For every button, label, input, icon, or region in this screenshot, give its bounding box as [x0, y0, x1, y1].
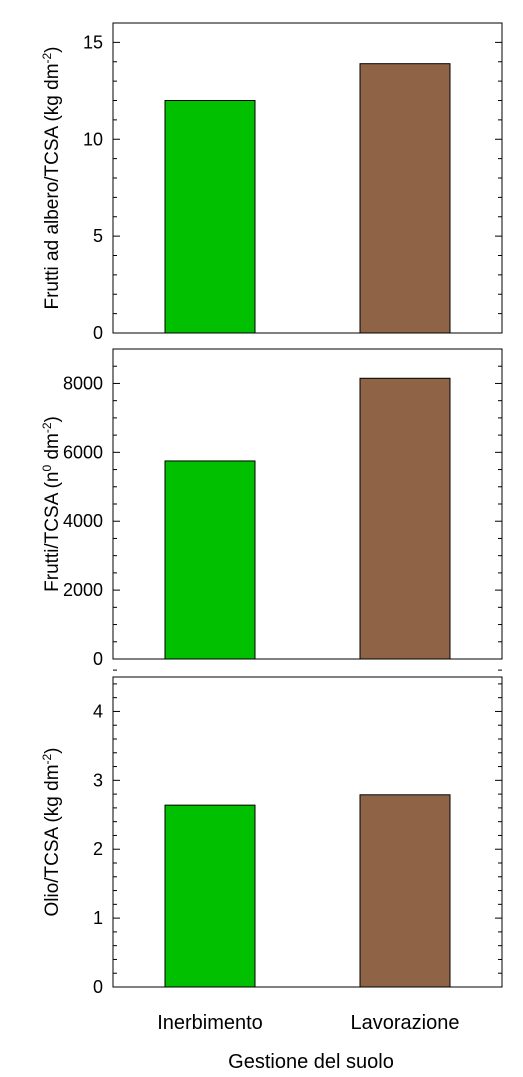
bar-inerbimento	[164, 460, 256, 660]
y-tick-label: 1	[93, 908, 103, 928]
y-tick-label: 0	[93, 977, 103, 997]
x-axis-title: Gestione del suolo	[228, 1051, 394, 1073]
y-tick-label: 0	[93, 323, 103, 343]
bar-lavorazione	[359, 794, 451, 988]
category-label-1: Lavorazione	[351, 1012, 460, 1034]
chart-panel-1: 0 2000 4000 6000 8000 Frutti/TCSA (n0 dm-2)	[40, 348, 503, 669]
y-tick-label: 3	[93, 770, 103, 790]
bar-inerbimento	[164, 100, 256, 334]
chart-panel-0: 0 5 10 15 Frutti ad albero/TCSA (kg dm-2)	[40, 22, 503, 343]
y-tick-label: 2000	[63, 580, 103, 600]
chart-panel-2: 0 1 2 3 4 Olio/TCSA (kg dm-2)	[40, 669, 503, 997]
y-axis-title: Olio/TCSA (kg dm-2)	[40, 747, 63, 916]
bar-lavorazione	[359, 377, 451, 660]
y-tick-label: 8000	[63, 373, 103, 393]
plot-frame	[112, 676, 503, 988]
y-tick-label: 5	[93, 226, 103, 246]
y-axis-title: Frutti/TCSA (n0 dm-2)	[40, 416, 63, 592]
y-tick-label: 4	[93, 701, 103, 721]
y-tick-label: 4000	[63, 511, 103, 531]
y-tick-label: 2	[93, 839, 103, 859]
bar-inerbimento	[164, 804, 256, 988]
y-tick-label: 15	[83, 32, 103, 52]
y-tick-label: 10	[83, 129, 103, 149]
bar-lavorazione	[359, 63, 451, 334]
y-tick-label: 0	[93, 649, 103, 669]
y-tick-label: 6000	[63, 442, 103, 462]
y-axis-title: Frutti ad albero/TCSA (kg dm-2)	[40, 46, 63, 309]
category-label-0: Inerbimento	[157, 1012, 263, 1034]
